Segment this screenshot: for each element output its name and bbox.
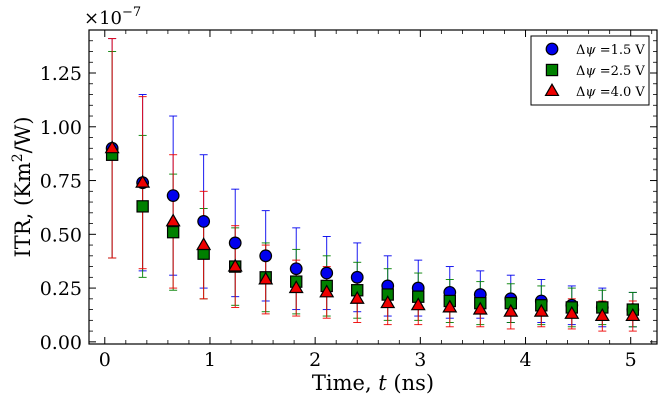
plot-frame	[88, 29, 658, 345]
legend-entry-2-5v: Δψ =2.5 V	[545, 63, 645, 79]
tick-labels-layer: 0 1 2 3 4 5 0.00 0.25 0.50 0.75 1.00 1.25	[40, 63, 637, 371]
x-label-symbol: t	[378, 371, 387, 395]
y-tick-label: 0.50	[40, 224, 82, 246]
data-point-triangle	[288, 280, 304, 294]
y-label-superscript: 2	[10, 153, 26, 162]
legend-marker-square	[545, 63, 559, 77]
axis-ticks-layer	[89, 29, 657, 344]
data-point-triangle	[625, 308, 641, 322]
x-tick-label: 5	[625, 349, 637, 371]
y-axis-offset-label: ×10−7	[84, 5, 141, 29]
data-point-triangle	[564, 305, 580, 319]
x-tick-label: 1	[204, 349, 216, 371]
data-point-triangle	[104, 140, 120, 154]
data-point-circle	[197, 215, 211, 228]
x-label-unit: (ns)	[387, 371, 434, 395]
x-label-main: Time,	[312, 371, 378, 395]
data-point-circle	[320, 266, 334, 280]
legend: Δψ =1.5 V Δψ =2.5 V Δψ =4.0 V	[530, 35, 650, 106]
data-point-triangle	[227, 258, 243, 272]
data-point-circle	[259, 249, 273, 263]
data-point-triangle	[472, 301, 488, 315]
y-tick-label: 0.25	[40, 278, 82, 300]
data-point-triangle	[349, 290, 365, 304]
x-tick-label: 4	[519, 349, 531, 371]
x-tick-label: 3	[414, 349, 426, 371]
x-tick-label: 0	[99, 349, 111, 371]
y-tick-label: 0.75	[40, 171, 82, 193]
y-offset-base: ×10	[84, 8, 122, 29]
y-tick-label: 0.00	[40, 332, 82, 354]
data-point-triangle	[442, 299, 458, 313]
data-point-circle	[228, 236, 242, 250]
data-point-triangle	[410, 297, 426, 311]
data-point-triangle	[380, 295, 396, 309]
legend-entry-4-0v: Δψ =4.0 V	[544, 82, 645, 100]
y-tick-label: 1.25	[40, 63, 82, 85]
data-point-circle	[166, 189, 180, 203]
legend-marker-circle	[545, 42, 559, 56]
data-point-square	[136, 200, 149, 213]
data-point-triangle	[196, 237, 212, 251]
markers-layer	[104, 140, 641, 322]
data-point-circle	[350, 270, 364, 284]
data-point-triangle	[594, 308, 610, 322]
legend-label-2-5v: Δψ =2.5 V	[576, 64, 645, 79]
legend-marker-triangle	[544, 82, 560, 97]
y-axis-label: ITR, (Km2/W)	[10, 116, 35, 257]
data-point-triangle	[533, 303, 549, 317]
data-point-triangle	[319, 284, 335, 298]
y-tick-label: 1.00	[40, 117, 82, 139]
data-point-triangle	[258, 271, 274, 285]
y-label-main: ITR, (Km	[11, 162, 35, 257]
legend-entry-1-5v: Δψ =1.5 V	[545, 42, 645, 58]
x-axis-label: Time, t (ns)	[312, 371, 434, 395]
legend-label-4-0v: Δψ =4.0 V	[576, 85, 645, 100]
data-point-triangle	[503, 303, 519, 317]
y-label-tail: /W)	[11, 116, 35, 153]
data-point-square	[166, 225, 180, 239]
y-offset-exponent: −7	[122, 5, 141, 20]
data-point-circle	[289, 262, 303, 276]
data-point-triangle	[135, 174, 151, 188]
x-tick-label: 2	[309, 349, 321, 371]
data-point-triangle	[165, 213, 181, 227]
legend-label-1-5v: Δψ =1.5 V	[576, 43, 645, 58]
